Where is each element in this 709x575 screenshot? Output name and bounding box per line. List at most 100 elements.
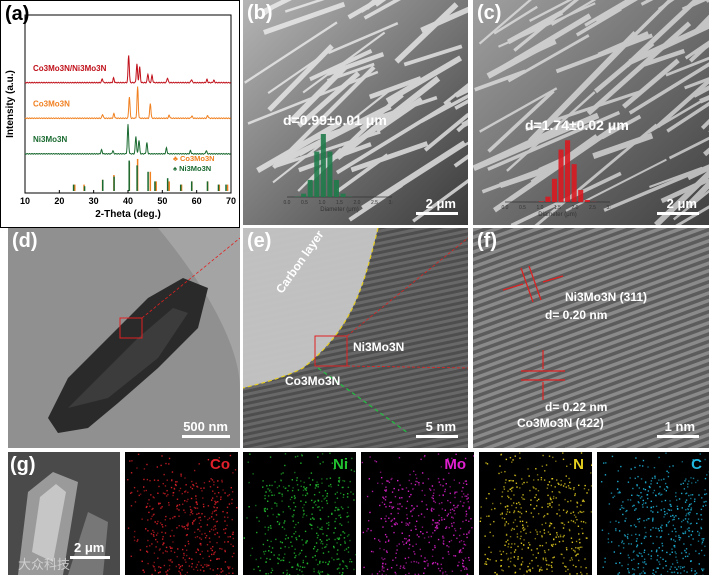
svg-text:0.5: 0.5 [519, 205, 526, 211]
svg-text:1.5: 1.5 [336, 200, 343, 206]
xrd-series-line [24, 124, 231, 155]
scale-c: 2 μm [666, 196, 697, 211]
eds-map-ni: Ni [243, 452, 356, 575]
scale-e: 5 nm [425, 419, 456, 434]
panel-g: (g) 2 μm Co Ni Mo N C 大众科技 [8, 452, 709, 575]
scale-b: 2 μm [425, 196, 456, 211]
x-tick-label: 40 [123, 196, 133, 206]
svg-text:3.0: 3.0 [389, 200, 393, 206]
svg-text:2.5: 2.5 [371, 200, 378, 206]
x-tick-label: 70 [226, 196, 236, 206]
histogram-bar [314, 151, 320, 197]
series-label: Ni3Mo3N [33, 135, 67, 144]
ni3mo3n-label: Ni3Mo3N [353, 340, 405, 354]
panel-f-label: (f) [477, 230, 497, 252]
co3mo3n-plane: Co3Mo3N (422) [517, 416, 604, 430]
histogram-bar [327, 151, 333, 197]
histogram-bar [333, 179, 339, 197]
x-tick-label: 60 [192, 196, 202, 206]
y-axis-label: Intensity (a.u.) [5, 70, 16, 138]
scale-g: 2 μm [74, 540, 105, 555]
svg-text:0.0: 0.0 [502, 205, 509, 211]
histogram-bar [584, 199, 590, 202]
svg-text:2.0: 2.0 [354, 200, 361, 206]
watermark: 大众科技 [18, 557, 71, 572]
svg-text:2.5: 2.5 [589, 205, 596, 211]
panel-d: (d) 500 nm [8, 228, 240, 448]
histogram-bar [571, 164, 577, 202]
diameter-c: d=1.74±0.02 μm [525, 117, 629, 133]
diameter-b: d=0.99±0.01 μm [283, 112, 387, 128]
legend-entry: ♠ Ni3Mo3N [173, 164, 211, 173]
scalebar-g [70, 556, 110, 559]
xrd-chart: 10 20 30 40 50 60 70 2-Theta (deg.) Intensity (a… [5, 14, 236, 220]
panel-e: (e) Carbon layer Ni3Mo3N Co3Mo3N 5 nm [243, 228, 468, 448]
svg-text:0.5: 0.5 [301, 200, 308, 206]
histogram-c: 0.0 0.5 1.0 1.5 2.0 2.5 3.0 Diameter (μm) [502, 140, 611, 218]
eds-map-co: Co [125, 452, 238, 575]
panel-c: (c) d=1.74±0.02 μm 0.0 0.5 1.0 1.5 2.0 2.5 3.0… [473, 0, 709, 225]
eds-element-label: C [691, 456, 702, 473]
x-tick-label: 50 [157, 196, 167, 206]
svg-text:1.0: 1.0 [537, 205, 544, 211]
panel-c-label: (c) [477, 2, 502, 24]
histogram-bar [320, 134, 326, 197]
scalebar-b [416, 212, 458, 215]
xrd-series-line [24, 86, 231, 120]
panel-b: (b) d=0.99±0.01 μm 0.0 0.5 1.0 1.5 2.0 2.5 3.0… [243, 0, 468, 225]
hrtem-image-e [243, 228, 468, 448]
panel-e-label: (e) [247, 230, 272, 252]
eds-element-label: N [573, 456, 584, 473]
sem-image-c [473, 0, 709, 225]
eds-map-mo: Mo [361, 452, 474, 575]
panel-f: (f) Ni3Mo3N (311) d= 0.20 nm d= 0.22 nm … [473, 228, 709, 448]
panel-a-label: (a) [5, 3, 30, 25]
hrtem-image-f [473, 228, 709, 448]
svg-text:1.0: 1.0 [319, 200, 326, 206]
x-axis-label: 2-Theta (deg.) [95, 209, 161, 220]
tem-image-d [8, 228, 240, 448]
eds-sem: (g) 2 μm [8, 452, 120, 575]
histogram-bar [558, 149, 564, 202]
histogram-xlabel: Diameter (μm) [320, 207, 358, 213]
histogram-bar [551, 178, 557, 202]
legend-entry: ♣ Co3Mo3N [173, 154, 215, 163]
histogram-bar [545, 196, 551, 202]
panel-b-label: (b) [247, 2, 273, 24]
histogram-bar [578, 189, 584, 202]
panel-g-label: (g) [10, 454, 36, 476]
series-label: Co3Mo3N/Ni3Mo3N [33, 64, 107, 73]
scalebar-c [657, 212, 699, 215]
svg-text:3.0: 3.0 [607, 205, 611, 211]
eds-element-label: Mo [444, 456, 466, 473]
histogram-b: 0.0 0.5 1.0 1.5 2.0 2.5 3.0 Diameter (μm) [284, 134, 393, 213]
eds-element-label: Co [210, 456, 230, 473]
histogram-bar [340, 193, 346, 197]
co3mo3n-label: Co3Mo3N [285, 374, 341, 388]
zoom-box [119, 317, 143, 339]
x-tick-label: 20 [54, 196, 64, 206]
panel-a: 10 20 30 40 50 60 70 2-Theta (deg.) Intensity (a… [0, 0, 240, 228]
histogram-bar [307, 179, 313, 197]
histogram-bar [565, 140, 571, 202]
series-label: Co3Mo3N [33, 99, 70, 108]
xrd-series-line [24, 55, 231, 84]
ni3mo3n-dspacing: d= 0.20 nm [545, 308, 608, 322]
histogram-bar [301, 193, 307, 197]
scalebar-d [182, 435, 230, 438]
svg-text:2.0: 2.0 [572, 205, 579, 211]
x-tick-label: 10 [20, 196, 30, 206]
x-tick-label: 30 [89, 196, 99, 206]
eds-map-c: C [597, 452, 709, 575]
ni3mo3n-plane: Ni3Mo3N (311) [565, 290, 648, 304]
eds-map-n: N [479, 452, 592, 575]
scalebar-f [657, 435, 699, 438]
svg-text:1.5: 1.5 [554, 205, 561, 211]
co3mo3n-dspacing: d= 0.22 nm [545, 400, 608, 414]
panel-d-label: (d) [12, 230, 38, 252]
svg-text:0.0: 0.0 [284, 200, 291, 206]
eds-element-label: Ni [333, 456, 348, 473]
sem-image-b [243, 0, 468, 225]
scale-d: 500 nm [183, 419, 228, 434]
scale-f: 1 nm [664, 419, 695, 434]
